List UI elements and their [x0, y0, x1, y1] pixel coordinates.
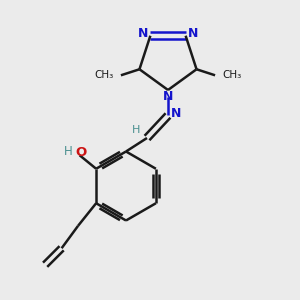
Text: N: N — [171, 107, 182, 121]
Text: CH₃: CH₃ — [223, 70, 242, 80]
Text: H: H — [132, 125, 141, 136]
Text: N: N — [163, 90, 173, 103]
Text: N: N — [188, 27, 198, 40]
Text: O: O — [76, 146, 87, 159]
Text: N: N — [138, 27, 148, 40]
Text: H: H — [64, 145, 73, 158]
Text: CH₃: CH₃ — [94, 70, 113, 80]
